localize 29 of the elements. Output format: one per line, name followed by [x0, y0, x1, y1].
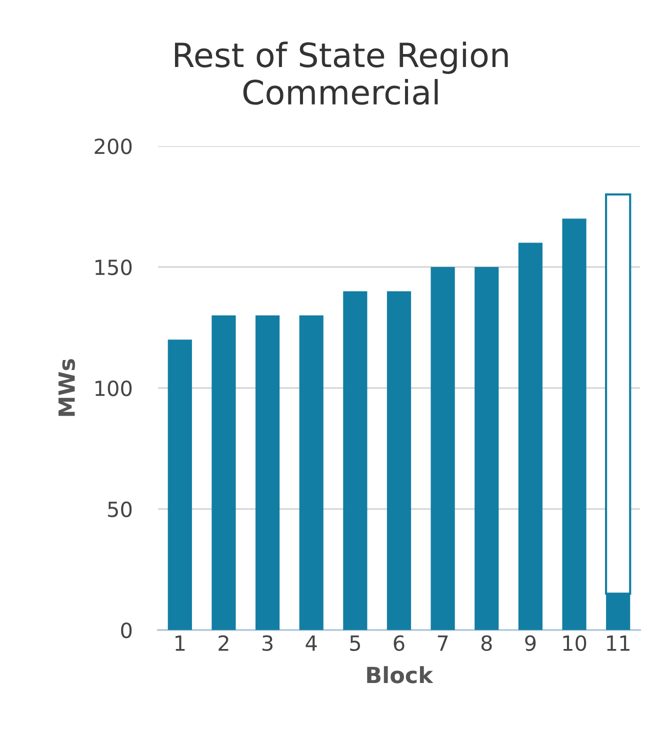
x-tick-label: 1 [176, 636, 185, 651]
x-tick-label: 8 [481, 635, 492, 651]
y-tick-label: 200 [94, 138, 132, 154]
chart-title: Rest of State Region Commercial [175, 42, 508, 105]
y-tick-label: 0 [121, 622, 132, 638]
bar [474, 267, 499, 630]
x-tick-label: 2 [218, 635, 228, 651]
x-tick-label: 11 [607, 636, 630, 651]
x-tick-label: 4 [306, 636, 317, 651]
bar [299, 315, 324, 630]
y-tick-label: 100 [96, 380, 132, 396]
x-tick-label: 7 [438, 636, 448, 651]
x-tick-label: 9 [525, 635, 536, 651]
bar [168, 340, 192, 630]
bar [212, 315, 236, 630]
x-tick-label: 6 [394, 635, 404, 651]
y-tick-label: 50 [108, 501, 132, 518]
bar [430, 267, 455, 630]
x-tick-label: 5 [350, 636, 360, 651]
y-tick-label: 150 [96, 259, 132, 276]
x-tick-label: 10 [563, 635, 586, 651]
bar [343, 291, 368, 630]
x-tick-label: 3 [262, 635, 273, 651]
bar [518, 242, 543, 630]
bar [562, 218, 586, 630]
x-axis-title: Block [367, 666, 434, 684]
y-axis-title: MWs [58, 359, 76, 416]
bar [255, 315, 280, 630]
bar [386, 291, 412, 630]
